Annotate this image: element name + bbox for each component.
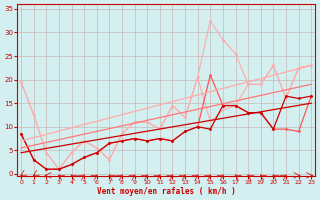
X-axis label: Vent moyen/en rafales ( km/h ): Vent moyen/en rafales ( km/h ) [97, 187, 236, 196]
